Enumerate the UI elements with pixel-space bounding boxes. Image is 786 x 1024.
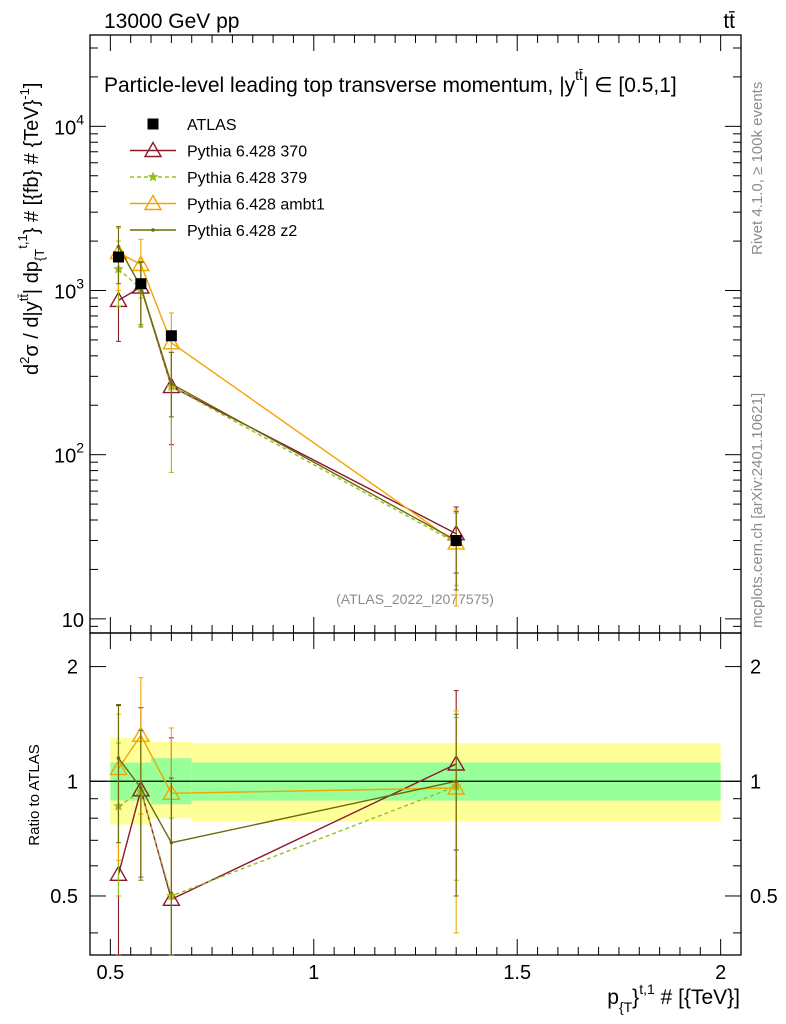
x-tick-label: 1 — [308, 962, 319, 984]
ratio-y-axis-label: Ratio to ATLAS — [26, 744, 43, 845]
main-series-line — [118, 268, 457, 544]
ratio-axis-ticks: 0.5 0.5 1 1 2 2 0.5 1 1.5 2 — [50, 633, 778, 984]
chart-title-text: Particle-level leading top transverse mo… — [104, 74, 576, 97]
ratio-point — [454, 779, 458, 784]
ratio-y-tick-label: 0.5 — [50, 886, 78, 908]
main-series-3 — [115, 226, 459, 591]
legend-label: Pythia 6.428 ambt1 — [187, 197, 325, 214]
main-series-line — [118, 285, 457, 535]
chart-title-tail: | ∈ [0.5,1] — [583, 74, 677, 97]
chart-title-sup: tt̄ — [575, 67, 583, 83]
main-axis-ticks: 10 102 103 104 — [54, 35, 741, 633]
legend-entry-2: Pythia 6.428 379 — [130, 170, 307, 187]
main-y-tick-label: 104 — [54, 111, 84, 139]
legend-marker — [143, 194, 163, 211]
atlas-data-point — [135, 278, 147, 290]
ratio-y-tick-label: 2 — [67, 657, 78, 679]
legend-marker — [147, 171, 159, 182]
main-point — [162, 333, 181, 350]
chart-title: Particle-level leading top transverse mo… — [104, 67, 677, 97]
legend-entry-4: Pythia 6.428 z2 — [130, 223, 297, 240]
process-label: tt̄ — [723, 10, 735, 33]
analysis-watermark: (ATLAS_2022_I2077575) — [336, 591, 494, 607]
ratio-series-line — [117, 763, 457, 901]
x-axis-label: p{T}t,1 # [{TeV}] — [607, 981, 740, 1015]
legend-marker — [151, 228, 155, 232]
main-series-line — [117, 246, 457, 542]
legend-label: Pythia 6.428 379 — [187, 170, 307, 187]
mcplots-label: mcplots.cern.ch [arXiv:2401.10621] — [749, 393, 766, 628]
ratio-y-tick-label-right: 2 — [750, 657, 761, 679]
legend-marker — [143, 141, 163, 158]
main-y-tick-label: 102 — [54, 440, 84, 468]
main-point — [116, 244, 121, 249]
rivet-version-label: Rivet 4.1.0, ≥ 100k events — [749, 82, 766, 255]
legend-label: Pythia 6.428 370 — [187, 144, 307, 161]
legend-entry-1: Pythia 6.428 370 — [130, 141, 307, 161]
energy-label: 13000 GeV pp — [104, 10, 239, 33]
x-tick-label: 2 — [715, 962, 726, 984]
main-y-tick-label: 103 — [54, 276, 84, 304]
ratio-series-layer — [109, 677, 466, 956]
legend-entry-0: ATLAS — [147, 117, 237, 134]
legend-entry-3: Pythia 6.428 ambt1 — [130, 194, 325, 214]
legend-marker — [147, 118, 159, 130]
ratio-series-0 — [109, 690, 466, 956]
ratio-point — [169, 840, 174, 845]
main-series-1 — [113, 240, 462, 586]
atlas-data-point — [165, 330, 177, 342]
main-data-layer — [112, 251, 462, 547]
legend-label: Pythia 6.428 z2 — [187, 223, 297, 240]
ratio-series-line — [118, 785, 457, 897]
legend-label: ATLAS — [187, 117, 237, 134]
ratio-series-line — [117, 757, 457, 844]
main-series-2 — [109, 227, 466, 607]
main-series-0 — [109, 261, 466, 574]
ratio-point — [116, 756, 121, 760]
main-y-tick-label: 10 — [62, 610, 84, 632]
main-y-axis-label: d2σ / d|ytt̄| dp{Tt,1} # [{fb} # {TeV}-1… — [15, 83, 47, 375]
ratio-point — [139, 786, 143, 790]
ratio-y-tick-label: 1 — [67, 771, 78, 793]
x-tick-label: 0.5 — [96, 962, 124, 984]
x-tick-label: 1.5 — [503, 962, 531, 984]
main-series-line — [118, 252, 457, 544]
ratio-series-3 — [115, 704, 459, 956]
main-series-layer — [109, 226, 466, 607]
legend: ATLAS Pythia 6.428 370 Pythia 6.428 379 Pyt… — [130, 117, 325, 240]
atlas-data-point — [112, 251, 124, 263]
ratio-y-tick-label-right: 0.5 — [750, 886, 778, 908]
atlas-data-point — [450, 535, 462, 547]
main-point — [169, 382, 174, 386]
ratio-series-line — [117, 733, 457, 795]
ratio-y-tick-label-right: 1 — [750, 771, 761, 793]
ratio-panel-bands — [90, 737, 741, 825]
